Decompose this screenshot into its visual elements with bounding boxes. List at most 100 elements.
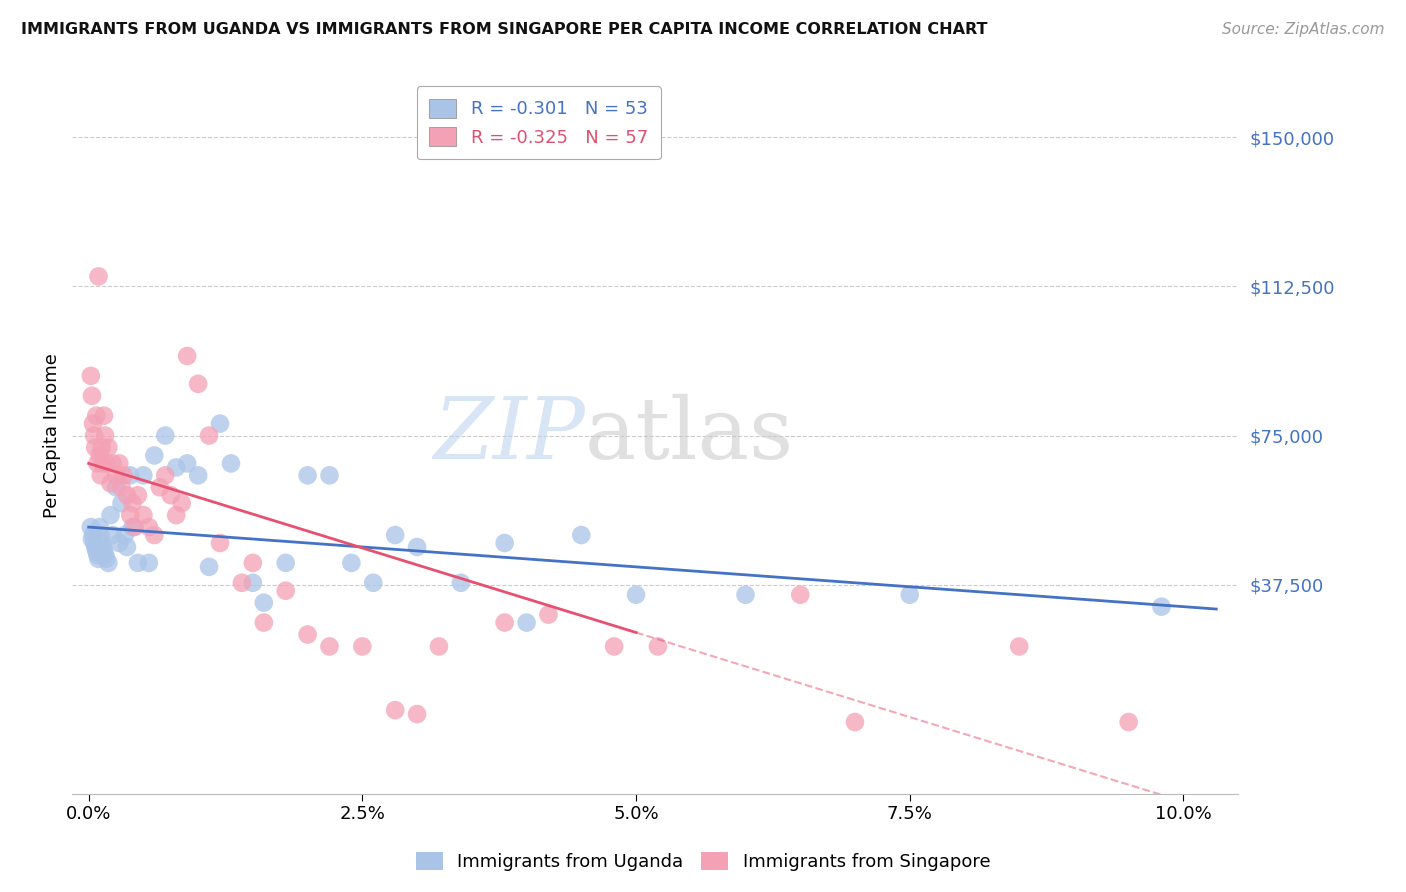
Point xyxy=(89,449,111,463)
Point xyxy=(155,428,177,442)
Point xyxy=(101,528,124,542)
Point xyxy=(86,544,108,558)
Point xyxy=(115,540,138,554)
Point xyxy=(844,714,866,729)
Legend: R = -0.301   N = 53, R = -0.325   N = 57: R = -0.301 N = 53, R = -0.325 N = 57 xyxy=(416,87,661,160)
Point xyxy=(647,640,669,654)
Point xyxy=(115,488,138,502)
Point xyxy=(624,588,647,602)
Point xyxy=(96,457,118,471)
Point xyxy=(231,575,253,590)
Point xyxy=(80,532,103,546)
Point xyxy=(86,548,108,562)
Point xyxy=(83,428,105,442)
Point xyxy=(242,575,264,590)
Legend: Immigrants from Uganda, Immigrants from Singapore: Immigrants from Uganda, Immigrants from … xyxy=(408,845,998,879)
Point xyxy=(101,457,124,471)
Point xyxy=(274,556,297,570)
Point xyxy=(84,540,107,554)
Point xyxy=(406,540,429,554)
Point xyxy=(114,528,136,542)
Point xyxy=(100,476,122,491)
Point xyxy=(143,528,166,542)
Text: atlas: atlas xyxy=(585,394,794,477)
Point xyxy=(494,615,516,630)
Point xyxy=(120,508,142,523)
Point xyxy=(84,441,107,455)
Y-axis label: Per Capita Income: Per Capita Income xyxy=(44,353,60,518)
Point xyxy=(90,536,112,550)
Point xyxy=(361,575,384,590)
Point xyxy=(155,468,177,483)
Point xyxy=(406,707,429,722)
Point xyxy=(340,556,363,570)
Point xyxy=(105,468,128,483)
Point xyxy=(516,615,538,630)
Point xyxy=(242,556,264,570)
Point xyxy=(89,520,111,534)
Point xyxy=(82,417,104,431)
Point xyxy=(253,615,276,630)
Point xyxy=(127,488,149,502)
Point xyxy=(318,640,340,654)
Point xyxy=(90,441,112,455)
Point xyxy=(91,457,114,471)
Point xyxy=(93,409,115,423)
Point xyxy=(274,583,297,598)
Point xyxy=(352,640,374,654)
Point xyxy=(198,560,221,574)
Point xyxy=(789,588,811,602)
Point xyxy=(132,468,155,483)
Point xyxy=(734,588,756,602)
Point xyxy=(165,508,187,523)
Point xyxy=(93,544,115,558)
Point xyxy=(318,468,340,483)
Point xyxy=(208,417,231,431)
Point xyxy=(176,349,198,363)
Point xyxy=(96,552,118,566)
Text: IMMIGRANTS FROM UGANDA VS IMMIGRANTS FROM SINGAPORE PER CAPITA INCOME CORRELATIO: IMMIGRANTS FROM UGANDA VS IMMIGRANTS FRO… xyxy=(21,22,987,37)
Point xyxy=(94,548,117,562)
Point xyxy=(450,575,472,590)
Point xyxy=(569,528,592,542)
Point xyxy=(91,540,114,554)
Point xyxy=(170,496,193,510)
Point xyxy=(253,596,276,610)
Point xyxy=(138,520,160,534)
Point xyxy=(149,480,172,494)
Point xyxy=(124,520,146,534)
Point xyxy=(297,468,319,483)
Point xyxy=(80,368,103,383)
Point xyxy=(97,441,120,455)
Point xyxy=(86,457,108,471)
Point xyxy=(110,480,132,494)
Point xyxy=(187,376,209,391)
Text: Source: ZipAtlas.com: Source: ZipAtlas.com xyxy=(1222,22,1385,37)
Point xyxy=(108,536,131,550)
Point xyxy=(427,640,450,654)
Point xyxy=(80,520,103,534)
Point xyxy=(121,496,143,510)
Point xyxy=(384,528,406,542)
Point xyxy=(97,556,120,570)
Point xyxy=(176,457,198,471)
Point xyxy=(1118,714,1140,729)
Point xyxy=(898,588,921,602)
Point xyxy=(108,457,131,471)
Point xyxy=(127,556,149,570)
Point xyxy=(198,428,221,442)
Point xyxy=(87,552,110,566)
Point xyxy=(143,449,166,463)
Point xyxy=(110,496,132,510)
Point xyxy=(208,536,231,550)
Point xyxy=(187,468,209,483)
Point xyxy=(132,508,155,523)
Point xyxy=(1150,599,1173,614)
Point xyxy=(80,389,103,403)
Point xyxy=(94,428,117,442)
Text: ZIP: ZIP xyxy=(433,394,585,477)
Point xyxy=(90,468,112,483)
Point xyxy=(494,536,516,550)
Point xyxy=(603,640,626,654)
Point xyxy=(87,269,110,284)
